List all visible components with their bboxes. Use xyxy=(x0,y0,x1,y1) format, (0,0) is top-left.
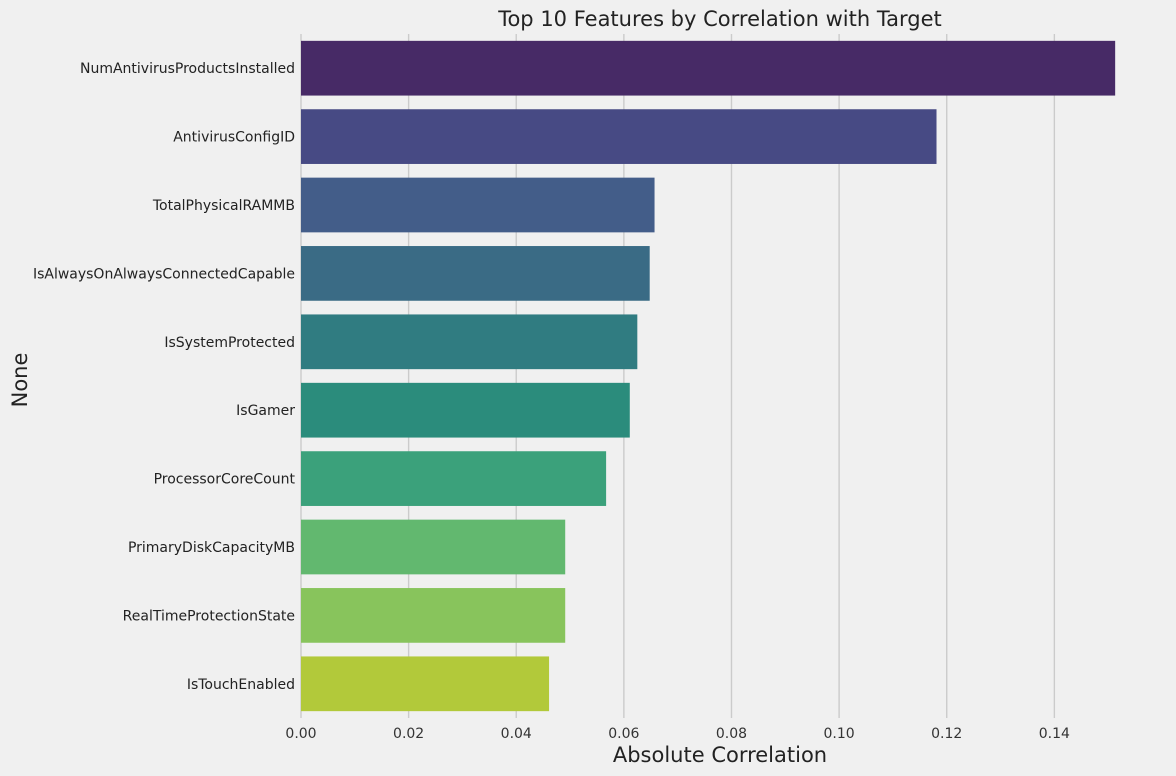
category-label: NumAntivirusProductsInstalled xyxy=(80,61,295,77)
category-label: ProcessorCoreCount xyxy=(154,472,296,488)
bar xyxy=(301,40,1116,96)
x-tick-label: 0.00 xyxy=(285,726,316,742)
category-label: IsTouchEnabled xyxy=(187,677,295,693)
y-axis-label: None xyxy=(8,353,32,408)
bar xyxy=(301,314,638,370)
bar xyxy=(301,519,566,575)
x-axis-label: Absolute Correlation xyxy=(613,743,827,767)
category-label: IsGamer xyxy=(236,403,295,419)
x-tick-label: 0.08 xyxy=(716,726,747,742)
bar xyxy=(301,109,937,164)
x-tick-label: 0.06 xyxy=(608,726,639,742)
category-label: IsSystemProtected xyxy=(164,335,295,351)
category-label: RealTimeProtectionState xyxy=(123,608,295,624)
x-tick-label: 0.10 xyxy=(824,726,855,742)
category-label: TotalPhysicalRAMMB xyxy=(152,198,295,214)
category-labels: NumAntivirusProductsInstalled AntivirusCo… xyxy=(33,61,296,693)
category-label: IsAlwaysOnAlwaysConnectedCapable xyxy=(33,266,295,282)
bar xyxy=(301,588,566,643)
x-tick-label: 0.04 xyxy=(501,726,532,742)
bar xyxy=(301,246,650,301)
x-tick-label: 0.12 xyxy=(931,726,962,742)
bar xyxy=(301,656,550,712)
x-tick-labels: 0.00 0.02 0.04 0.06 0.08 0.10 0.12 0.14 xyxy=(285,726,1070,742)
bar xyxy=(301,177,655,233)
category-label: PrimaryDiskCapacityMB xyxy=(128,540,295,556)
bars xyxy=(301,40,1116,712)
x-tick-label: 0.14 xyxy=(1039,726,1070,742)
x-tick-label: 0.02 xyxy=(393,726,424,742)
category-label: AntivirusConfigID xyxy=(173,130,295,146)
chart-title: Top 10 Features by Correlation with Targ… xyxy=(497,7,942,31)
bar xyxy=(301,382,630,438)
bar xyxy=(301,451,607,506)
